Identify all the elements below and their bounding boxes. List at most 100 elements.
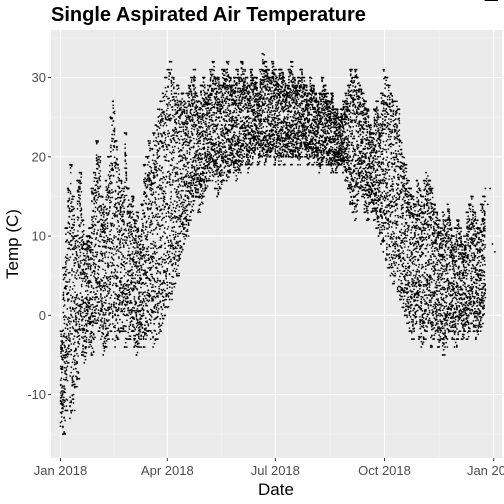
data-point <box>207 138 210 140</box>
data-point <box>126 319 128 322</box>
data-point <box>135 261 138 263</box>
data-point <box>75 258 78 261</box>
data-point <box>65 339 68 342</box>
data-point <box>74 330 77 333</box>
data-point <box>156 247 158 250</box>
data-point-group <box>66 187 71 364</box>
data-point <box>218 187 221 190</box>
data-point <box>101 335 103 338</box>
data-point <box>125 171 128 174</box>
data-point <box>154 285 157 288</box>
data-point <box>218 78 220 81</box>
data-point <box>123 288 126 290</box>
data-point <box>90 243 93 245</box>
data-point <box>127 296 129 299</box>
data-point <box>168 181 171 184</box>
data-point <box>137 235 140 237</box>
data-point <box>130 203 132 206</box>
data-point <box>192 194 195 197</box>
data-point <box>99 175 102 178</box>
data-point <box>105 242 108 245</box>
data-point <box>108 190 111 193</box>
data-point <box>88 227 90 230</box>
data-point <box>84 355 87 358</box>
data-point <box>189 171 192 174</box>
data-point <box>71 210 73 212</box>
data-point <box>73 310 76 312</box>
data-point <box>176 167 179 169</box>
data-point <box>95 319 97 322</box>
data-point <box>64 327 67 329</box>
data-point <box>119 200 122 202</box>
data-point <box>97 141 99 143</box>
data-point <box>164 86 167 89</box>
data-point <box>193 128 196 131</box>
data-point <box>73 214 76 217</box>
data-point <box>100 214 103 217</box>
data-point <box>70 314 73 317</box>
data-point <box>106 217 108 220</box>
data-point <box>144 255 146 257</box>
data-point <box>209 79 212 82</box>
data-point <box>122 245 125 248</box>
data-point <box>65 360 68 363</box>
data-point <box>142 346 145 348</box>
data-point <box>74 274 76 277</box>
data-point <box>137 346 140 348</box>
data-point <box>120 280 122 283</box>
data-point <box>172 78 175 81</box>
data-point <box>125 239 128 242</box>
data-point <box>106 188 109 191</box>
data-point <box>138 304 141 306</box>
data-point <box>145 338 147 341</box>
data-point <box>138 282 141 284</box>
data-point <box>175 131 177 133</box>
data-point <box>210 90 213 92</box>
data-point <box>100 250 103 253</box>
data-point <box>219 87 221 90</box>
data-point <box>190 182 193 185</box>
data-point <box>179 193 182 196</box>
data-point <box>203 140 205 142</box>
data-point <box>207 107 210 109</box>
data-point <box>159 257 161 260</box>
data-point <box>206 185 209 187</box>
data-point <box>158 165 161 167</box>
data-point <box>108 308 111 311</box>
data-point <box>194 79 196 82</box>
data-point <box>202 195 204 198</box>
data-point <box>206 139 209 142</box>
data-point <box>152 286 154 288</box>
data-point <box>179 257 182 260</box>
data-point <box>105 196 108 198</box>
data-point <box>98 260 101 263</box>
data-point <box>203 84 206 86</box>
data-point <box>151 332 153 334</box>
data-point <box>70 300 73 303</box>
data-point <box>86 289 89 292</box>
data-point <box>121 321 124 324</box>
data-point <box>140 334 143 337</box>
data-point <box>114 167 117 169</box>
data-point <box>62 426 64 429</box>
data-point <box>112 259 115 261</box>
data-point <box>120 210 123 213</box>
data-point <box>142 304 145 307</box>
data-point <box>128 328 131 330</box>
data-point <box>100 208 103 211</box>
data-point <box>111 217 114 220</box>
data-point <box>74 245 77 248</box>
data-point <box>127 205 130 207</box>
data-point <box>94 218 97 220</box>
data-point <box>214 80 217 82</box>
data-point <box>167 215 170 218</box>
data-point <box>63 322 66 325</box>
data-point <box>185 206 188 208</box>
data-point <box>65 398 68 401</box>
data-point <box>166 270 169 272</box>
data-point <box>162 304 165 307</box>
data-point <box>220 181 223 184</box>
data-point <box>134 237 137 240</box>
data-point <box>168 68 171 71</box>
data-point <box>113 144 116 147</box>
